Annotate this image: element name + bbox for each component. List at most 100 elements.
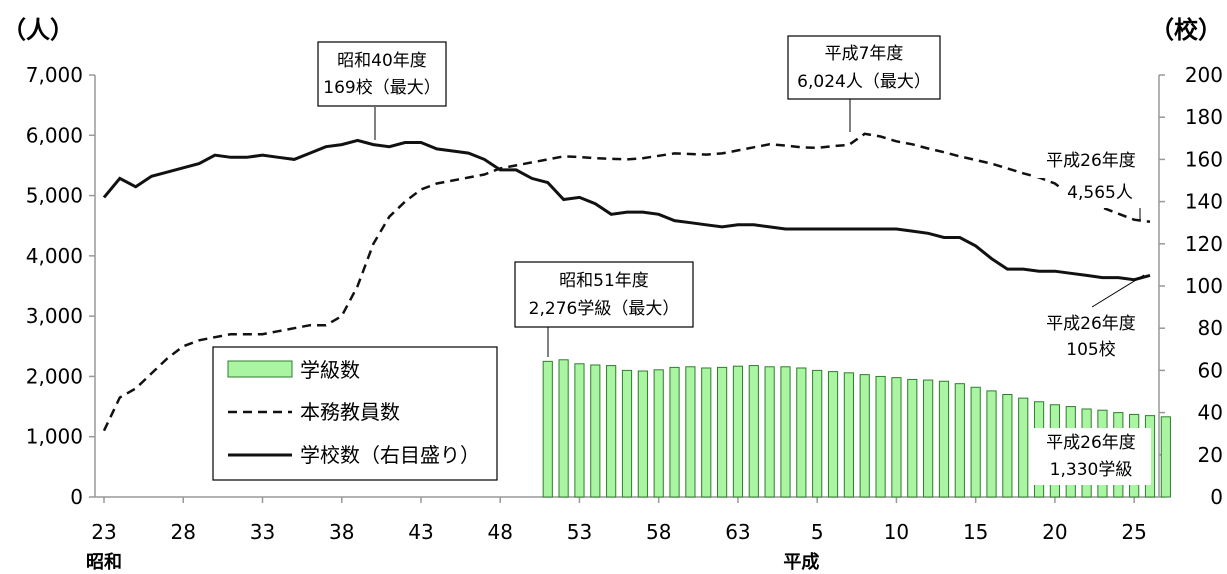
x-tick-label: 48: [487, 520, 512, 544]
annotation-s40-line1: 昭和40年度: [337, 51, 427, 71]
era-label: 昭和: [86, 552, 122, 573]
x-tick-label: 43: [408, 520, 433, 544]
class-count-bar: [1160, 416, 1171, 498]
left-tick-label: 1,000: [26, 425, 83, 449]
right-tick-label: 20: [1198, 443, 1223, 467]
left-tick-label: 7,000: [26, 63, 83, 87]
annotation-h26-classes-line1: 平成26年度: [1046, 433, 1136, 453]
class-count-bar: [764, 366, 775, 498]
left-tick-label: 3,000: [26, 304, 83, 328]
class-count-bar: [606, 365, 617, 498]
annotation-s40-line2: 169校（最大）: [323, 78, 440, 98]
x-axis-ticks: 23 28 33 38 43 48 53 58 63 5 10 15 20 25: [91, 497, 1147, 544]
right-tick-label: 60: [1198, 358, 1223, 382]
class-count-bar: [907, 378, 918, 498]
era-label: 平成: [783, 551, 819, 573]
class-count-bar: [843, 372, 854, 498]
x-tick-label: 63: [725, 520, 750, 544]
left-axis-ticks: 0 1,000 2,000 3,000 4,000 5,000 6,000 7,000: [26, 63, 95, 509]
left-tick-label: 5,000: [26, 184, 83, 208]
right-tick-label: 0: [1210, 485, 1223, 509]
class-count-bar: [923, 379, 934, 498]
annotation-leader-h26-schools: [1091, 274, 1145, 308]
class-count-bar: [732, 365, 744, 498]
right-tick-label: 120: [1185, 232, 1223, 256]
x-tick-label: 53: [567, 520, 592, 544]
x-tick-label: 38: [329, 520, 354, 544]
class-count-bar: [796, 367, 807, 498]
annotation-h7-line1: 平成7年度: [825, 44, 904, 64]
class-count-bar: [637, 370, 648, 498]
right-axis-unit: （校）: [1150, 16, 1222, 44]
legend-label-classes: 学級数: [300, 358, 360, 382]
class-count-bar: [827, 371, 839, 498]
legend-label-teachers: 本務教員数: [300, 400, 400, 424]
class-count-bar: [701, 367, 712, 498]
annotation-s51-max-classes: 昭和51年度 2,276学級（最大）: [514, 261, 694, 328]
left-tick-label: 6,000: [26, 123, 83, 147]
annotation-h26-classes: 平成26年度 1,330学級: [1031, 428, 1151, 485]
class-count-bar: [812, 369, 823, 498]
annotation-h7-max-teachers: 平成7年度 6,024人（最大）: [787, 35, 941, 100]
class-count-bar: [986, 390, 997, 498]
class-count-bar: [859, 374, 870, 498]
x-tick-label: 58: [646, 520, 671, 544]
annotation-h26-classes-line2: 1,330学級: [1050, 460, 1133, 480]
annotation-h26-schools: 平成26年度 105校: [1031, 308, 1151, 364]
legend: 学級数 本務教員数 学校数（右目盛り）: [212, 346, 498, 481]
x-tick-label: 5: [811, 520, 824, 544]
x-tick-label: 28: [171, 520, 196, 544]
annotation-h7-line2: 6,024人（最大）: [797, 72, 931, 92]
class-count-bar: [574, 363, 585, 498]
class-count-bar: [669, 366, 680, 498]
x-tick-label: 23: [91, 520, 116, 544]
legend-label-schools: 学校数（右目盛り）: [300, 443, 480, 467]
x-tick-label: 15: [963, 520, 988, 544]
right-tick-label: 200: [1185, 63, 1223, 87]
right-tick-label: 160: [1185, 147, 1223, 171]
left-tick-label: 0: [70, 485, 83, 509]
class-count-bar: [653, 369, 664, 498]
era-labels: 昭和 平成: [86, 551, 819, 573]
class-count-bar: [954, 383, 965, 498]
annotation-h26-schools-line1: 平成26年度: [1046, 314, 1136, 334]
right-tick-label: 40: [1198, 401, 1223, 425]
class-count-bar: [542, 360, 553, 498]
right-tick-label: 80: [1198, 316, 1223, 340]
class-count-bar: [590, 364, 601, 498]
class-count-bar: [748, 365, 759, 498]
annotation-s51-line2: 2,276学級（最大）: [529, 299, 680, 319]
x-tick-label: 20: [1042, 520, 1067, 544]
annotation-h26-teachers-line1: 平成26年度: [1046, 151, 1136, 171]
class-count-bar: [970, 386, 981, 498]
x-tick-label: 33: [250, 520, 275, 544]
x-tick-label: 25: [1121, 520, 1146, 544]
annotation-h26-teachers-line2: 4,565人: [1067, 183, 1133, 203]
right-axis-ticks: 0 20 40 60 80 100 120 140 160 180 200: [1159, 63, 1223, 509]
class-count-bar: [1002, 394, 1013, 498]
left-axis-unit: （人）: [2, 16, 74, 44]
class-count-bar: [716, 366, 728, 498]
class-count-bar: [875, 375, 886, 498]
class-count-bar: [780, 366, 791, 498]
right-tick-label: 180: [1185, 105, 1223, 129]
annotation-s40-max-schools: 昭和40年度 169校（最大）: [317, 41, 447, 107]
class-count-bar: [1018, 397, 1029, 498]
x-tick-label: 10: [884, 520, 909, 544]
class-count-bar: [558, 359, 569, 498]
teacher-count-line: [102, 132, 1151, 432]
class-count-bar: [685, 366, 696, 498]
left-tick-label: 4,000: [26, 244, 83, 268]
annotation-s51-line1: 昭和51年度: [559, 271, 649, 291]
school-count-line: [102, 138, 1151, 282]
class-count-bar: [938, 380, 950, 498]
annotation-h26-teachers: 平成26年度 4,565人: [1031, 145, 1151, 208]
right-tick-label: 100: [1185, 274, 1223, 298]
class-count-bar: [621, 369, 633, 498]
class-count-bar: [891, 377, 902, 498]
annotation-h26-schools-line2: 105校: [1066, 340, 1115, 360]
left-tick-label: 2,000: [26, 364, 83, 388]
right-tick-label: 140: [1185, 190, 1223, 214]
legend-bar-swatch: [227, 360, 293, 378]
